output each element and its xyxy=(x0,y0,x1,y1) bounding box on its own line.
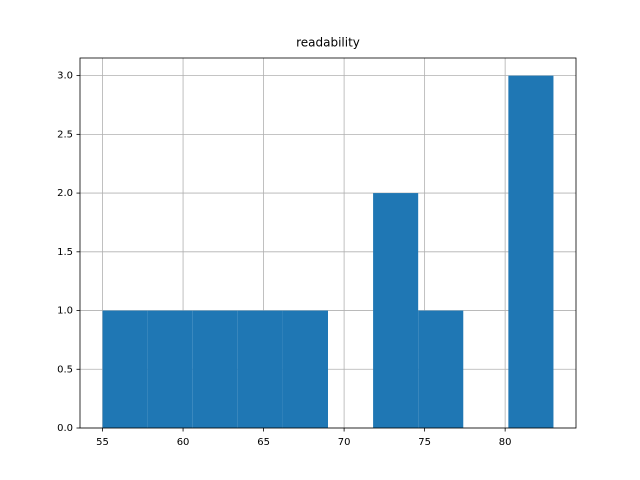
y-tick-label: 0.0 xyxy=(57,423,73,434)
bar xyxy=(508,75,554,428)
x-tick-label: 60 xyxy=(177,437,190,448)
y-tick-label: 0.5 xyxy=(57,364,73,375)
plot-frame xyxy=(79,57,577,429)
y-tick-label: 2.5 xyxy=(57,129,73,140)
bar xyxy=(282,310,328,428)
x-tick-label: 65 xyxy=(257,437,270,448)
bar xyxy=(237,310,283,428)
y-tick-label: 2.0 xyxy=(57,188,73,199)
x-tick-label: 80 xyxy=(499,437,512,448)
y-tick-label: 1.0 xyxy=(57,306,73,317)
bar xyxy=(418,310,464,428)
bar xyxy=(192,310,238,428)
x-tick-label: 55 xyxy=(96,437,109,448)
chart-title: readability xyxy=(296,36,360,50)
x-tick-label: 75 xyxy=(418,437,431,448)
bar xyxy=(102,310,148,428)
bar xyxy=(147,310,193,428)
x-tick-label: 70 xyxy=(338,437,351,448)
y-tick-label: 3.0 xyxy=(57,71,73,82)
bar xyxy=(373,193,419,428)
y-tick-label: 1.5 xyxy=(57,247,73,258)
